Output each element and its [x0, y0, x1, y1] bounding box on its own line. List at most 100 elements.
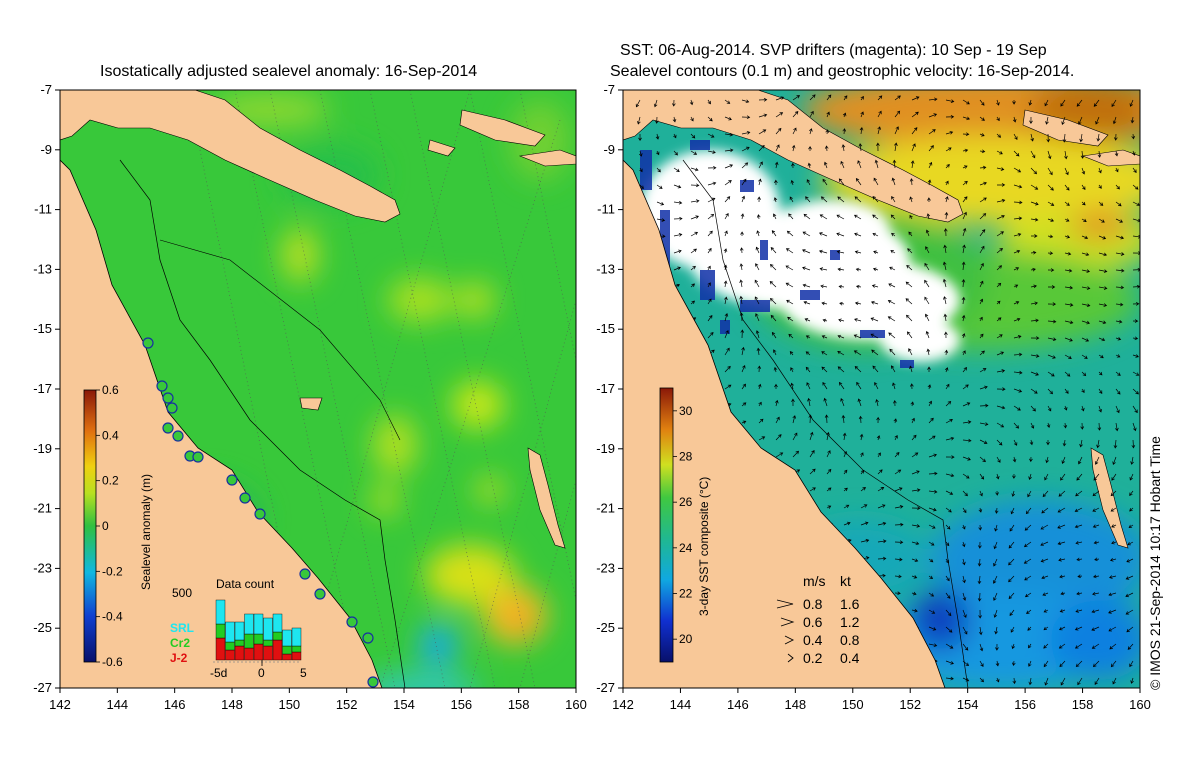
velocity-arrow	[1059, 574, 1066, 579]
velocity-arrow	[1064, 184, 1070, 191]
velocity-arrow	[962, 473, 970, 479]
velocity-arrow	[911, 111, 919, 118]
velocity-arrow	[838, 178, 845, 186]
velocity-arrow	[996, 439, 1003, 446]
velocity-arrow	[792, 127, 797, 135]
velocity-arrow	[638, 150, 643, 157]
velocity-arrow	[1013, 133, 1018, 140]
velocity-arrow	[1078, 456, 1083, 465]
velocity-arrow	[789, 196, 794, 203]
velocity-arrow	[979, 473, 985, 480]
velocity-legend-ms: 0.6	[803, 614, 823, 630]
data-count-bar	[215, 599, 226, 625]
velocity-arrow	[854, 366, 862, 373]
sla-x-tick-label: 160	[565, 697, 587, 712]
velocity-arrow	[1098, 184, 1102, 189]
velocity-arrow	[962, 196, 968, 203]
velocity-arrow	[1064, 268, 1073, 273]
data-count-bar	[244, 647, 254, 661]
sla-colorbar: 0.6 0.4 0.2 0 -0.2 -0.4 -0.6 Sealevel anomaly …	[83, 383, 153, 669]
shelf-contour	[119, 159, 406, 688]
velocity-arrow	[757, 365, 762, 373]
velocity-arrow	[924, 262, 930, 271]
sst-x-tick-label: 156	[1014, 697, 1036, 712]
velocity-arrow	[770, 314, 777, 322]
velocity-arrow	[944, 211, 949, 220]
velocity-arrow	[1030, 234, 1038, 238]
data-count-bar	[291, 645, 302, 653]
velocity-arrow	[928, 145, 934, 152]
velocity-arrow	[1115, 235, 1125, 240]
credit-label: © IMOS 21-Sep-2014 10:17 Hobart Time	[1147, 436, 1163, 690]
velocity-arrow	[857, 398, 862, 407]
velocity-arrow	[1127, 541, 1134, 546]
velocity-arrow	[945, 164, 950, 169]
velocity-arrow	[994, 507, 999, 514]
velocity-arrow	[873, 250, 879, 254]
velocity-arrow	[773, 197, 778, 203]
velocity-arrow	[656, 167, 661, 173]
velocity-arrow	[1030, 150, 1036, 159]
velocity-arrow	[1013, 405, 1021, 411]
velocity-arrow	[1115, 201, 1122, 207]
velocity-arrow	[877, 452, 881, 458]
data-count-bar	[225, 641, 235, 651]
velocity-arrow	[892, 159, 897, 169]
velocity-arrow	[853, 214, 862, 220]
velocity-arrow	[1047, 405, 1052, 412]
velocity-arrow	[858, 143, 863, 152]
velocity-arrow	[785, 265, 794, 271]
sst-colorbar-tick: 26	[679, 495, 693, 509]
velocity-arrow	[822, 178, 828, 186]
velocity-arrow	[757, 196, 761, 203]
velocity-arrow	[1047, 201, 1055, 206]
velocity-arrow	[1091, 626, 1100, 631]
velocity-arrow	[724, 296, 728, 305]
velocity-arrow	[758, 401, 762, 407]
velocity-arrow	[979, 456, 986, 463]
data-count-bar	[225, 649, 235, 661]
velocity-arrow	[786, 299, 794, 305]
velocity-arrow	[822, 318, 828, 323]
velocity-arrow	[962, 558, 966, 566]
velocity-arrow	[775, 434, 782, 441]
velocity-arrow	[1132, 218, 1140, 223]
velocity-arrow	[888, 283, 896, 288]
velocity-arrow	[962, 456, 971, 461]
velocity-arrow	[858, 415, 863, 424]
velocity-arrow	[843, 521, 851, 526]
velocity-arrow	[1027, 626, 1032, 631]
velocity-arrow	[1030, 184, 1039, 190]
velocity-arrow	[1131, 439, 1136, 449]
velocity-arrow	[1081, 218, 1087, 222]
velocity-arrow	[978, 626, 983, 636]
velocity-arrow	[924, 296, 930, 305]
velocity-arrow	[689, 99, 694, 106]
velocity-arrow	[928, 417, 934, 424]
velocity-arrow	[775, 452, 784, 458]
tide-gauges	[142, 337, 379, 688]
sst-x-tick-label: 158	[1072, 697, 1094, 712]
velocity-arrow	[1093, 540, 1100, 545]
velocity-arrow	[1081, 303, 1091, 308]
velocity-arrow	[1011, 643, 1015, 650]
velocity-arrow	[820, 196, 828, 203]
velocity-arrow	[892, 400, 897, 407]
data-count-inset: Data count 500 -5d 0 5 SRL Cr2 J-2	[170, 577, 307, 680]
sla-y-tick-label: -7	[40, 82, 52, 97]
sla-y-tick-label: -13	[33, 261, 52, 276]
data-count-bar	[253, 613, 264, 635]
velocity-arrow	[945, 147, 952, 152]
velocity-arrow	[739, 263, 744, 271]
velocity-arrow	[754, 279, 760, 288]
velocity-arrow	[1030, 336, 1040, 340]
velocity-arrow	[739, 247, 744, 254]
velocity-arrow	[826, 94, 832, 101]
velocity-arrow	[1132, 388, 1139, 395]
velocity-arrow	[877, 504, 886, 509]
sla-colorbar-gradient	[83, 389, 97, 663]
velocity-arrow	[1040, 541, 1049, 546]
velocity-arrow	[824, 145, 829, 152]
velocity-arrow	[1096, 439, 1100, 449]
velocity-arrow	[945, 676, 954, 681]
